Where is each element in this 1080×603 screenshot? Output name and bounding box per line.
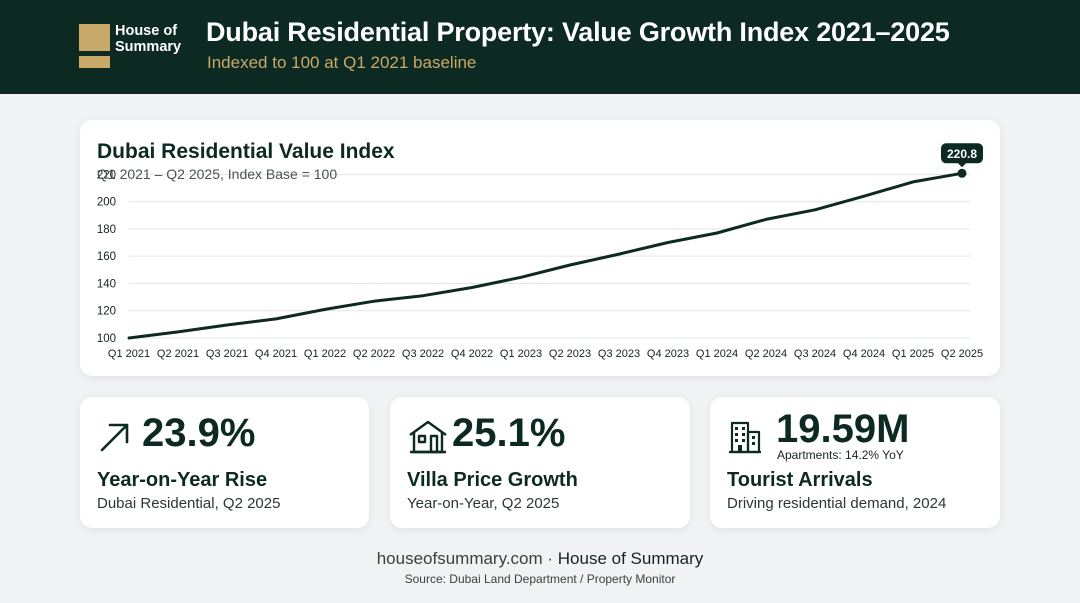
y-tick-label: 100	[97, 333, 116, 345]
x-tick-label: Q4 2021	[255, 348, 297, 360]
y-tick-label: 140	[97, 278, 116, 290]
kpi-label: Tourist Arrivals	[727, 469, 873, 491]
logo-mark-icon	[79, 24, 110, 68]
x-tick-label: Q4 2022	[451, 348, 493, 360]
page-subtitle: Indexed to 100 at Q1 2021 baseline	[207, 53, 477, 72]
kpi-subtext: Year-on-Year, Q2 2025	[407, 495, 560, 512]
chart-title: Dubai Residential Value Index	[97, 140, 395, 163]
x-tick-label: Q3 2022	[402, 348, 444, 360]
x-tick-label: Q2 2022	[353, 348, 395, 360]
x-tick-label: Q3 2023	[598, 348, 640, 360]
kpi-card-villa-growth: 25.1% Villa Price Growth Year-on-Year, Q…	[390, 397, 690, 528]
kpi-subtext: Driving residential demand, 2024	[727, 495, 947, 512]
logo-text: House of Summary	[115, 23, 195, 55]
logo-line-2: Summary	[115, 39, 182, 55]
y-tick-label: 120	[97, 306, 116, 318]
x-tick-label: Q1 2023	[500, 348, 542, 360]
kpi-label: Year-on-Year Rise	[97, 469, 268, 491]
end-value-pointer	[957, 162, 967, 168]
y-tick-label: 160	[97, 251, 116, 263]
kpi-label: Villa Price Growth	[407, 469, 578, 491]
series-line	[127, 171, 964, 340]
x-tick-label: Q2 2023	[549, 348, 591, 360]
x-tick-label: Q2 2021	[157, 348, 199, 360]
page-title: Dubai Residential Property: Value Growth…	[206, 17, 950, 47]
x-tick-label: Q1 2025	[892, 348, 934, 360]
chart-card: 100 120 140 160 180 200 220 Q1 2021 Q2 2021 Q3 20…	[80, 120, 1000, 376]
footer-separator: ·	[542, 549, 558, 568]
x-tick-label: Q4 2023	[647, 348, 689, 360]
kpi-subtext: Dubai Residential, Q2 2025	[97, 495, 281, 512]
x-tick-label: Q1 2024	[696, 348, 738, 360]
footer-site-link[interactable]: houseofsummary.com	[376, 549, 543, 568]
kpi-card-tourist-arrivals: 19.59M Apartments: 14.2% YoY Tourist Arr…	[710, 397, 1000, 528]
x-tick-label: Q3 2024	[794, 348, 836, 360]
value-index-chart: 100 120 140 160 180 200 220 Q1 2021 Q2 2021 Q3 20…	[97, 143, 983, 360]
kpi-value: 23.9%	[142, 411, 256, 455]
x-tick-label: Q3 2021	[206, 348, 248, 360]
kpi-value: 25.1%	[452, 411, 566, 455]
house-icon	[409, 420, 447, 454]
brand-logo: House of Summary	[79, 23, 189, 70]
y-tick-label: 180	[97, 224, 116, 236]
end-value-label: 220.8	[947, 147, 977, 161]
header-banner: House of Summary Dubai Residential Prope…	[0, 0, 1080, 94]
x-tick-label: Q4 2024	[843, 348, 885, 360]
y-tick-label: 200	[97, 197, 116, 209]
kpi-note: Apartments: 14.2% YoY	[777, 448, 904, 462]
trend-up-arrow-icon	[100, 423, 129, 452]
logo-line-1: House of	[115, 23, 178, 39]
chart-subtitle: Q1 2021 – Q2 2025, Index Base = 100	[97, 166, 338, 182]
footer-attribution: houseofsummary.com · House of Summary	[0, 549, 1080, 569]
end-point-marker	[957, 168, 967, 178]
y-tick-label: 220	[97, 169, 116, 181]
footer-brand: House of Summary	[557, 549, 704, 568]
buildings-icon	[729, 421, 761, 454]
x-tick-label: Q2 2024	[745, 348, 787, 360]
x-tick-label: Q1 2022	[304, 348, 346, 360]
footer-source: Source: Dubai Land Department / Property…	[404, 572, 676, 586]
end-value-badge	[941, 143, 983, 164]
kpi-card-yoy-rise: 23.9% Year-on-Year Rise Dubai Residentia…	[80, 397, 369, 528]
x-tick-label: Q2 2025	[941, 348, 983, 360]
kpi-value: 19.59M	[776, 407, 910, 451]
x-tick-label: Q1 2021	[108, 348, 150, 360]
